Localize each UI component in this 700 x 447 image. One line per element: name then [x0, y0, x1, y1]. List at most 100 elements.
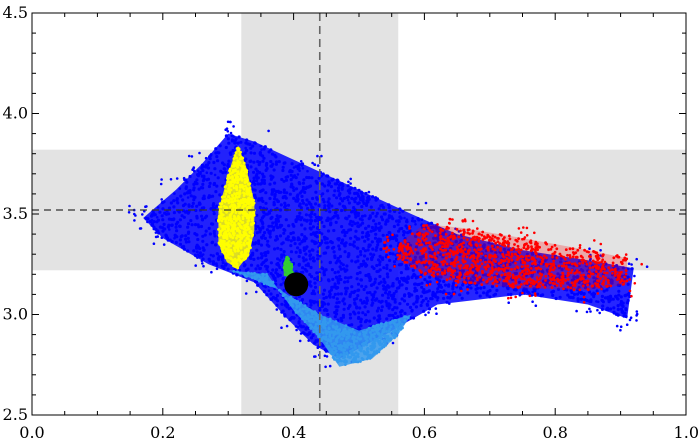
series-2-point	[461, 220, 465, 223]
series-0-point	[436, 275, 441, 279]
series-2-point	[560, 264, 564, 268]
series-2-point	[503, 279, 507, 283]
series-0-point	[200, 174, 204, 178]
series-2-point	[597, 261, 601, 264]
series-0-point	[151, 224, 155, 227]
series-2-point	[429, 245, 433, 249]
series-2-point	[486, 245, 490, 249]
series-0-point	[311, 256, 315, 260]
series-1-point	[369, 347, 373, 351]
series-3-point	[242, 161, 246, 165]
series-0-point	[420, 285, 424, 289]
series-0-point	[349, 177, 353, 181]
series-2-point	[550, 286, 554, 289]
series-2-point	[586, 283, 590, 287]
series-0-point	[280, 255, 284, 259]
series-2-point	[452, 236, 456, 240]
series-0-point	[340, 241, 344, 245]
series-0-point	[192, 195, 196, 199]
series-0-point	[355, 305, 359, 309]
series-1-point	[323, 317, 326, 321]
series-2-point	[517, 247, 520, 251]
series-0-point	[576, 297, 580, 301]
series-0-point	[314, 190, 318, 194]
series-0-point	[635, 319, 638, 322]
series-2-point	[422, 249, 426, 253]
series-0-point	[194, 254, 197, 258]
series-1-point	[238, 271, 242, 275]
series-2-point	[503, 244, 507, 248]
series-2-point	[521, 255, 525, 259]
series-0-point	[283, 201, 287, 205]
series-1-point	[378, 347, 381, 351]
series-0-point	[291, 222, 295, 227]
series-0-point	[615, 312, 619, 316]
series-0-point	[370, 293, 374, 297]
series-3-point	[244, 233, 248, 237]
series-2-point	[521, 237, 524, 241]
series-1-point	[389, 325, 393, 329]
series-1-point	[391, 333, 395, 337]
series-0-point	[442, 279, 446, 284]
series-2-point	[486, 273, 490, 277]
series-2-point	[514, 281, 518, 285]
series-2-point	[457, 235, 461, 239]
series-0-point	[189, 219, 193, 223]
series-0-point	[255, 231, 259, 235]
series-0-point	[385, 317, 389, 321]
series-2-point	[451, 218, 454, 221]
series-0-point	[328, 261, 332, 265]
series-0-point	[254, 280, 259, 284]
series-3-point	[227, 240, 231, 243]
series-0-point	[321, 197, 325, 202]
series-0-point	[274, 238, 278, 242]
series-2-point	[496, 240, 500, 244]
series-0-point	[303, 267, 307, 271]
series-2-point	[397, 249, 401, 253]
series-0-point	[215, 204, 219, 208]
series-1-point	[309, 327, 312, 330]
series-0-point	[199, 170, 202, 174]
series-0-point	[595, 300, 598, 303]
series-0-point	[324, 307, 328, 311]
series-2-point	[482, 278, 485, 282]
series-2-point	[443, 269, 447, 273]
series-0-point	[347, 201, 351, 205]
series-2-point	[576, 248, 580, 252]
series-0-point	[216, 159, 220, 163]
series-1-point	[397, 318, 401, 322]
series-1-point	[373, 344, 377, 348]
series-0-point	[152, 242, 156, 245]
series-0-point	[356, 224, 360, 228]
series-2-point	[582, 301, 586, 304]
series-0-point	[436, 238, 440, 242]
series-1-point	[321, 331, 325, 334]
series-2-point	[612, 256, 616, 260]
series-2-point	[526, 247, 530, 250]
series-3-point	[234, 168, 237, 172]
series-2-point	[533, 270, 536, 274]
series-3-point	[234, 211, 238, 215]
series-1-point	[336, 344, 340, 348]
series-2-point	[549, 272, 553, 276]
series-0-point	[448, 296, 452, 300]
series-2-point	[477, 252, 480, 255]
series-0-point	[435, 290, 440, 294]
series-0-point	[264, 253, 268, 258]
series-0-point	[227, 159, 231, 163]
series-0-point	[311, 225, 315, 229]
series-3-point	[246, 202, 249, 205]
series-2-point	[453, 251, 457, 255]
series-0-point	[315, 271, 319, 275]
series-2-point	[478, 264, 482, 268]
series-0-point	[289, 231, 293, 236]
series-0-point	[279, 203, 283, 207]
series-0-point	[400, 226, 404, 231]
series-0-point	[481, 244, 485, 248]
series-2-point	[452, 269, 455, 273]
series-0-point	[343, 234, 347, 238]
series-2-point	[552, 259, 556, 263]
series-0-point	[359, 298, 363, 302]
series-2-point	[571, 284, 575, 287]
series-0-point	[256, 283, 260, 287]
